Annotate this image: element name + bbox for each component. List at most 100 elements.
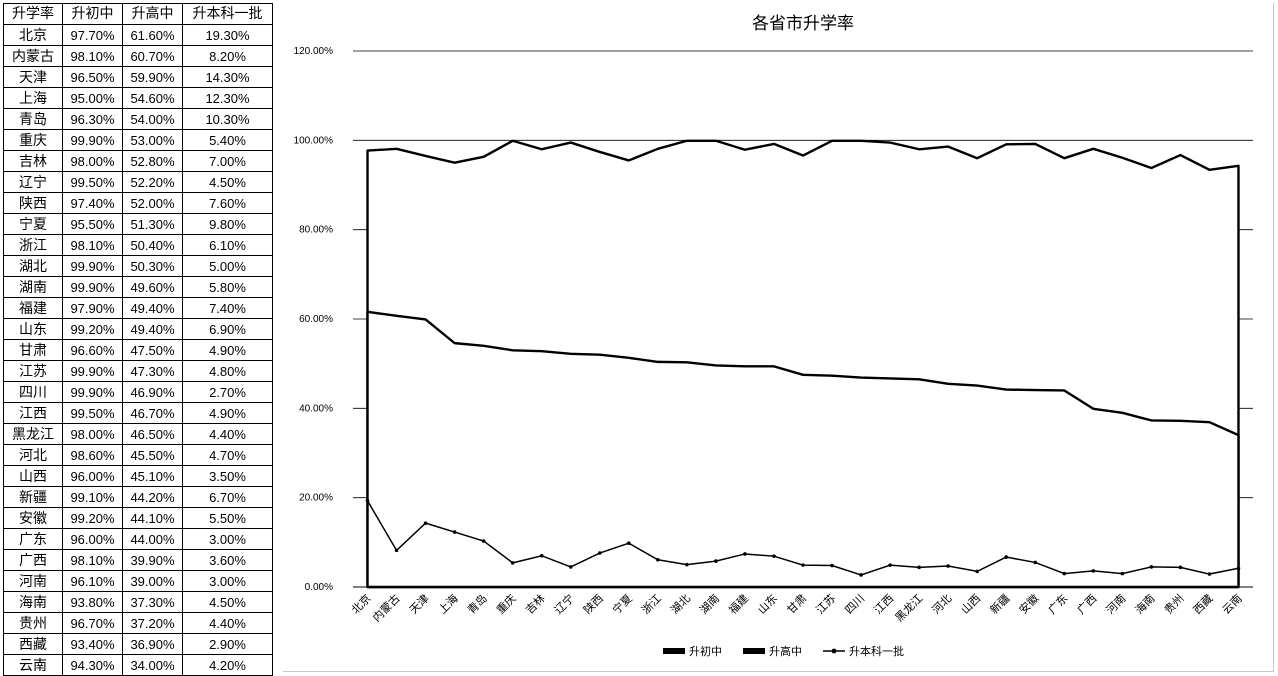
x-tick-label: 宁夏: [609, 591, 634, 616]
table-row: 安徽 99.20% 44.10% 5.50%: [3, 507, 273, 529]
x-tick-label: 四川: [842, 592, 867, 617]
table-cell-value: 95.50%: [62, 213, 123, 235]
line-point: [888, 563, 892, 567]
table-cell-value: 6.90%: [182, 318, 273, 340]
line-point: [656, 557, 660, 562]
table-cell-region: 内蒙古: [3, 45, 63, 67]
table-cell-value: 96.60%: [62, 339, 123, 361]
table-cell-region: 河南: [3, 570, 63, 592]
area-series-1: [366, 310, 1240, 589]
table-cell-value: 51.30%: [122, 213, 183, 235]
x-tick-label: 云南: [1220, 592, 1245, 617]
table-row: 天津 96.50% 59.90% 14.30%: [3, 66, 273, 88]
table-cell-value: 37.20%: [122, 612, 183, 634]
table-cell-region: 陕西: [3, 192, 63, 214]
table-cell-region: 北京: [3, 24, 63, 46]
table-row: 新疆 99.10% 44.20% 6.70%: [3, 486, 273, 508]
table-row: 黑龙江 98.00% 46.50% 4.40%: [3, 423, 273, 445]
table-cell-region: 山东: [3, 318, 63, 340]
x-tick-label: 山西: [959, 592, 984, 617]
table-cell-value: 99.90%: [62, 255, 123, 277]
table-cell-region: 广西: [3, 549, 63, 571]
table-cell-value: 39.90%: [122, 549, 183, 571]
table-row: 贵州 96.70% 37.20% 4.40%: [3, 612, 273, 634]
table-cell-region: 青岛: [3, 108, 63, 130]
table-cell-value: 3.60%: [182, 549, 273, 571]
table-cell-region: 四川: [3, 381, 63, 403]
table-header-cell: 升初中: [62, 3, 123, 25]
line-point: [481, 539, 486, 543]
y-tick-label: 80.00%: [299, 225, 333, 236]
table-cell-value: 50.40%: [122, 234, 183, 256]
table-cell-region: 天津: [3, 66, 63, 88]
y-tick-label: 20.00%: [299, 493, 333, 504]
table-cell-value: 6.70%: [182, 486, 273, 508]
table-row: 青岛 96.30% 54.00% 10.30%: [3, 108, 273, 130]
table-cell-value: 99.20%: [62, 507, 123, 529]
table-row: 福建 97.90% 49.40% 7.40%: [3, 297, 273, 319]
line-point: [743, 552, 747, 556]
table-cell-value: 94.30%: [62, 654, 123, 676]
table-cell-value: 4.90%: [182, 339, 273, 361]
x-tick-label: 上海: [435, 591, 460, 616]
x-tick-label: 甘肃: [784, 592, 809, 617]
table-cell-value: 96.50%: [62, 66, 123, 88]
table-cell-region: 山西: [3, 465, 63, 487]
table-cell-value: 44.10%: [122, 507, 183, 529]
table-row: 山东 99.20% 49.40% 6.90%: [3, 318, 273, 340]
table-cell-value: 98.00%: [62, 150, 123, 172]
table-cell-value: 34.00%: [122, 654, 183, 676]
table-cell-value: 46.50%: [122, 423, 183, 445]
table-header-row: 升学率 升初中 升高中 升本科一批: [3, 3, 273, 25]
table-cell-value: 9.80%: [182, 213, 273, 235]
table-cell-value: 98.00%: [62, 423, 123, 445]
table-cell-value: 97.40%: [62, 192, 123, 214]
table-row: 吉林 98.00% 52.80% 7.00%: [3, 150, 273, 172]
x-tick-label: 北京: [348, 591, 373, 616]
x-tick-label: 黑龙江: [893, 592, 926, 625]
table-cell-value: 4.40%: [182, 423, 273, 445]
table-cell-value: 5.00%: [182, 255, 273, 277]
x-tick-label: 重庆: [493, 591, 518, 616]
table-cell-value: 5.80%: [182, 276, 273, 298]
table-row: 广东 96.00% 44.00% 3.00%: [3, 528, 273, 550]
line-point: [1207, 572, 1212, 576]
table-cell-value: 45.10%: [122, 465, 183, 487]
table-cell-value: 96.00%: [62, 465, 123, 487]
line-point: [365, 498, 370, 503]
rates-table: 升学率 升初中 升高中 升本科一批 北京 97.70% 61.60% 19.30% 内蒙古 98.…: [3, 3, 273, 676]
legend-label: 升初中: [689, 644, 722, 658]
table-cell-value: 97.90%: [62, 297, 123, 319]
y-tick-label: 40.00%: [299, 403, 333, 414]
table-cell-value: 99.90%: [62, 360, 123, 382]
table-row: 江西 99.50% 46.70% 4.90%: [3, 402, 273, 424]
line-point: [597, 551, 602, 555]
table-header-cell: 升本科一批: [182, 3, 273, 25]
table-cell-value: 3.00%: [182, 528, 273, 550]
rates-table-container: 升学率 升初中 升高中 升本科一批 北京 97.70% 61.60% 19.30% 内蒙古 98.…: [3, 3, 273, 676]
table-cell-value: 59.90%: [122, 66, 183, 88]
table-cell-value: 99.50%: [62, 402, 123, 424]
x-tick-label: 新疆: [987, 591, 1012, 616]
line-point: [685, 562, 689, 567]
table-cell-value: 4.80%: [182, 360, 273, 382]
table-cell-region: 吉林: [3, 150, 63, 172]
table-cell-region: 河北: [3, 444, 63, 466]
table-cell-value: 99.10%: [62, 486, 123, 508]
table-cell-value: 5.50%: [182, 507, 273, 529]
line-point: [1236, 566, 1241, 571]
table-cell-value: 19.30%: [182, 24, 273, 46]
line-point: [423, 521, 428, 525]
table-cell-value: 54.60%: [122, 87, 183, 109]
table-row: 北京 97.70% 61.60% 19.30%: [3, 24, 273, 46]
table-cell-value: 53.00%: [122, 129, 183, 151]
x-tick-label: 河北: [930, 592, 955, 617]
legend-label: 升高中: [769, 644, 802, 658]
table-cell-value: 95.00%: [62, 87, 123, 109]
table-cell-value: 52.80%: [122, 150, 183, 172]
table-cell-region: 湖北: [3, 255, 63, 277]
x-tick-label: 福建: [726, 591, 751, 616]
line-point: [801, 563, 805, 567]
x-tick-label: 辽宁: [551, 591, 576, 616]
table-cell-value: 98.10%: [62, 45, 123, 67]
